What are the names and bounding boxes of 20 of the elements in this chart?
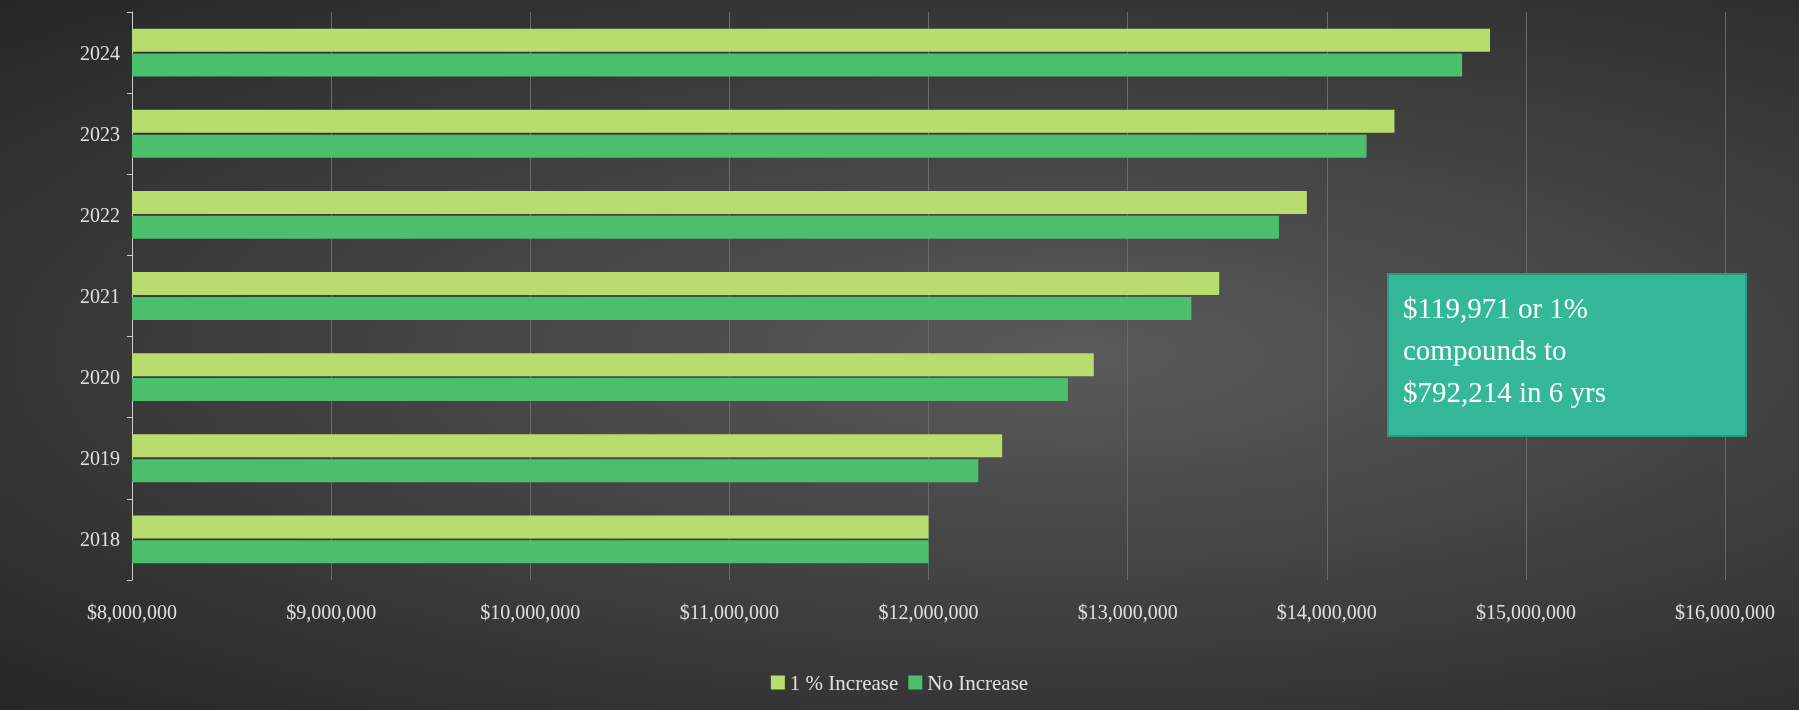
y-tick-label: 2024 <box>80 41 120 64</box>
x-tick-label: $8,000,000 <box>87 601 177 623</box>
x-tick-label: $9,000,000 <box>286 601 377 623</box>
x-tick-label: $16,000,000 <box>1675 601 1775 623</box>
y-tick-label: 2019 <box>80 447 120 470</box>
x-tick-label: $14,000,000 <box>1276 601 1377 623</box>
x-tick-label: $10,000,000 <box>480 601 581 623</box>
y-tick-label: 2022 <box>80 203 120 226</box>
x-tick-label: $11,000,000 <box>679 601 780 623</box>
x-tick-label: $13,000,000 <box>1077 601 1178 623</box>
legend-label: No Increase <box>927 670 1029 695</box>
x-tick-label: $12,000,000 <box>878 601 979 623</box>
y-tick-label: 2020 <box>80 366 120 389</box>
y-tick-label: 2021 <box>80 285 120 307</box>
annotation: $119,971 or 1% compounds to $792,214 in 6 yrs <box>1402 291 1607 410</box>
y-tick-label: 2018 <box>80 528 120 551</box>
x-tick-label: $15,000,000 <box>1475 601 1576 623</box>
note-box: $119,971 or 1% compounds to $792,214 in 6 yrs <box>1387 273 1747 437</box>
legend-label: 1 % Increase <box>789 670 899 695</box>
y-tick-label: 2023 <box>80 122 120 145</box>
